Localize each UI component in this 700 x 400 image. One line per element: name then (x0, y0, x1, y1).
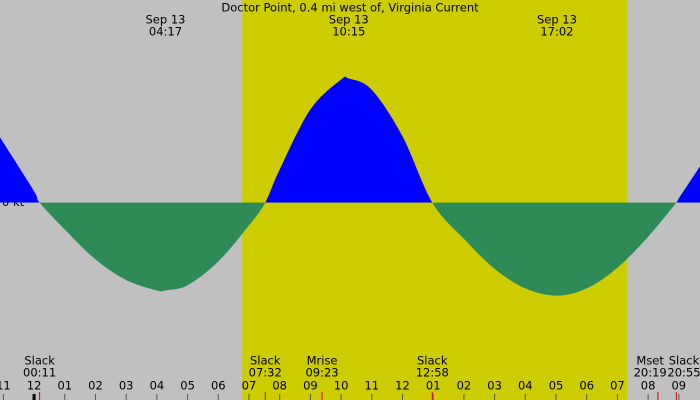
x-tick-label: 07 (242, 379, 257, 393)
x-tick-label: 03 (119, 379, 134, 393)
x-tick-label: 08 (641, 379, 656, 393)
x-tick-label: 04 (518, 379, 533, 393)
event-name: Mset (636, 354, 664, 368)
event-time: 00:11 (23, 366, 56, 380)
event-name: Mrise (307, 354, 338, 368)
event-time: 12:58 (416, 366, 449, 380)
event-time: 20:19 (634, 366, 667, 380)
x-tick-label: 02 (88, 379, 103, 393)
event-name: Slack (669, 354, 700, 368)
x-tick-label: 01 (426, 379, 441, 393)
peak-time: 17:02 (540, 25, 573, 39)
peak-date: Sep 13 (537, 13, 577, 27)
x-tick-label: 06 (579, 379, 594, 393)
peak-date: Sep 13 (329, 13, 369, 27)
event-name: Slack (24, 354, 55, 368)
peak-date: Sep 13 (145, 13, 185, 27)
x-tick-label: 01 (57, 379, 72, 393)
event-time: 20:55 (667, 366, 700, 380)
event-name: Slack (250, 354, 281, 368)
x-tick-label: 06 (211, 379, 226, 393)
chart-title: Doctor Point, 0.4 mi west of, Virginia C… (221, 1, 479, 15)
peak-time: 04:17 (149, 25, 182, 39)
x-tick-label: 09 (671, 379, 686, 393)
x-tick-label: 12 (27, 379, 42, 393)
peak-time: 10:15 (332, 25, 365, 39)
x-tick-label: 11 (364, 379, 379, 393)
x-tick-label: 10 (334, 379, 349, 393)
x-tick-label: 03 (487, 379, 502, 393)
x-tick-label: 05 (549, 379, 564, 393)
event-time: 07:32 (249, 366, 282, 380)
x-tick-label: 12 (395, 379, 410, 393)
x-tick-label: 07 (610, 379, 625, 393)
current-area (0, 76, 700, 296)
x-tick-label: 09 (303, 379, 318, 393)
event-name: Slack (417, 354, 448, 368)
x-tick-label: 05 (180, 379, 195, 393)
x-tick-label: 02 (457, 379, 472, 393)
x-tick-label: 08 (272, 379, 287, 393)
x-tick-label: 04 (150, 379, 165, 393)
event-time: 09:23 (305, 366, 338, 380)
x-tick-label: 11 (0, 379, 11, 393)
